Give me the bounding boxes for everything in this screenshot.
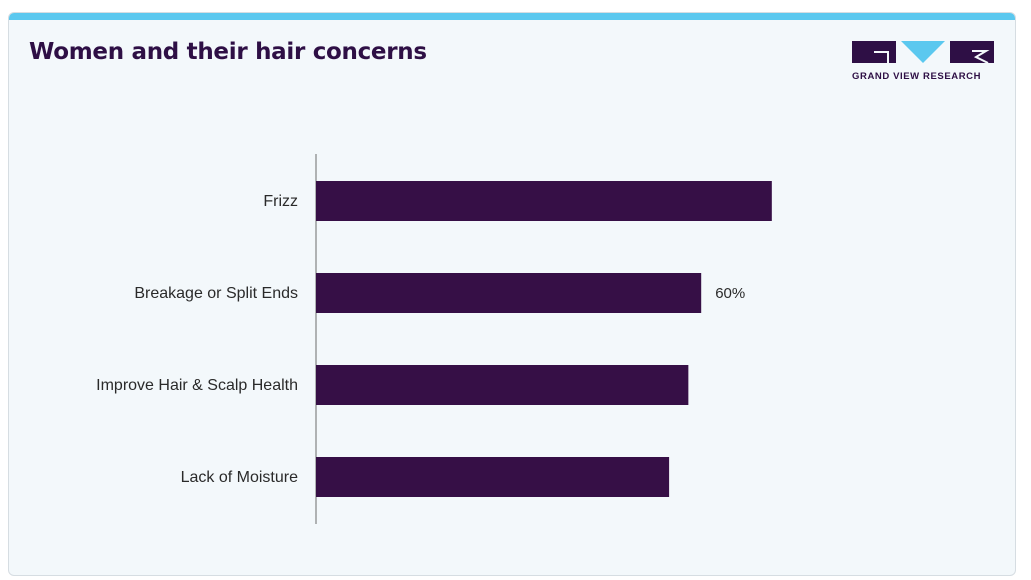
bar-1	[316, 273, 702, 313]
category-label: Breakage or Split Ends	[134, 285, 298, 302]
bar-chart: Frizz Breakage or Split Ends 60% Improve Ha…	[96, 154, 772, 524]
top-accent-bar	[9, 13, 1015, 20]
chart-card: Women and their hair concerns GRAND VIEW…	[8, 12, 1016, 576]
category-label: Lack of Moisture	[181, 469, 298, 486]
category-label: Frizz	[263, 193, 298, 210]
bar-2	[316, 365, 689, 405]
logo-text: GRAND VIEW RESEARCH	[852, 71, 982, 82]
chart-title: Women and their hair concerns	[29, 39, 427, 65]
bar-0	[316, 181, 772, 221]
data-label: 60%	[715, 285, 745, 302]
bar-3	[316, 457, 670, 497]
category-label: Improve Hair & Scalp Health	[96, 377, 298, 394]
grand-view-research-logo: GRAND VIEW RESEARCH	[852, 39, 994, 87]
gvr-logo-mark	[852, 41, 994, 64]
